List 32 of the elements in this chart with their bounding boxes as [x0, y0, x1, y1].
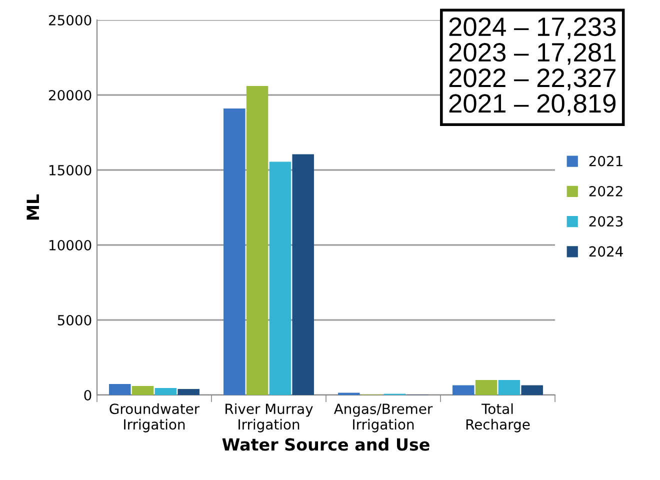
- bar: [224, 108, 246, 395]
- bar: [269, 162, 292, 395]
- y-axis-title: ML: [26, 194, 39, 220]
- annotation: 2022 – 22,327: [449, 68, 616, 90]
- legend-label: 2023: [589, 216, 623, 227]
- legend-label: 2021: [589, 156, 622, 166]
- bar: [154, 388, 177, 395]
- bar: [292, 154, 314, 395]
- bar: [475, 380, 498, 395]
- bar: [521, 385, 543, 395]
- x-tick-label: Groundwater Irrigation: [110, 403, 200, 432]
- bar: [452, 385, 474, 395]
- bar: [246, 86, 268, 395]
- annotation: 2021 – 20,819: [449, 94, 616, 116]
- x-tick-label: River Murray Irrigation: [226, 403, 313, 432]
- bar: [178, 389, 200, 395]
- annotation: 2024 – 17,233: [449, 17, 616, 40]
- bar: [109, 384, 131, 395]
- x-axis-title: Water Source and Use: [222, 438, 430, 451]
- y-tick-label: 5000: [58, 314, 92, 326]
- x-tick-label: Angas/Bremer Irrigation: [334, 404, 433, 432]
- y-tick-label: 25000: [48, 14, 92, 26]
- bar: [132, 386, 154, 395]
- bar: [498, 380, 520, 395]
- legend-label: 2024: [589, 246, 623, 257]
- y-tick-label: 15000: [49, 164, 92, 176]
- y-tick-label: 0: [84, 390, 92, 400]
- annotation: 2023 – 17,281: [449, 42, 616, 65]
- legend-label: 2022: [589, 186, 622, 196]
- y-tick-label: 10000: [49, 240, 92, 250]
- y-tick-label: 20000: [48, 90, 92, 100]
- x-tick-label: Total Recharge: [466, 403, 530, 432]
